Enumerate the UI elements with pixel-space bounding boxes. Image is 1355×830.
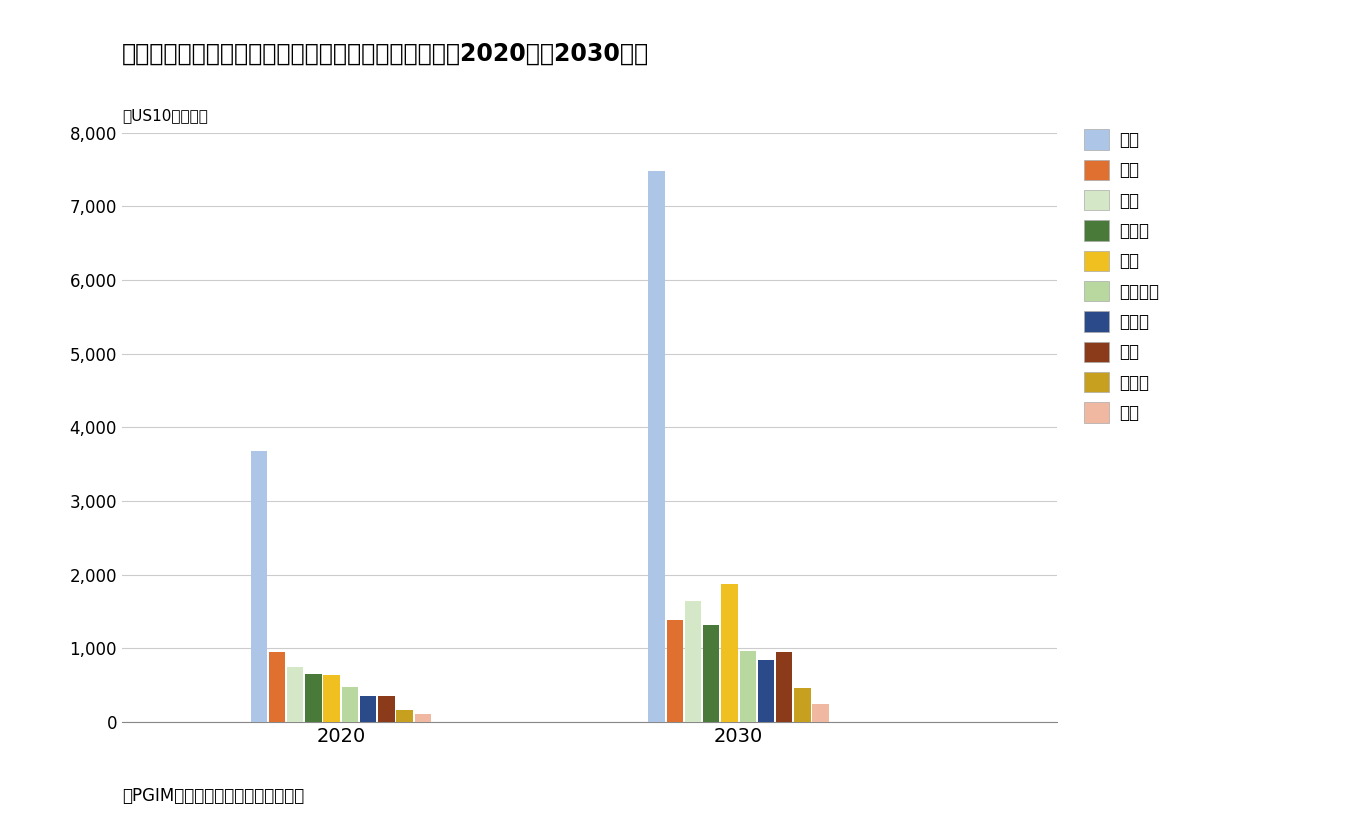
Bar xyxy=(287,666,304,722)
Bar xyxy=(667,621,683,722)
Legend: 米国, 日本, 英国, ドイツ, 中国, フランス, カナダ, 豪州, インド, 韓国: 米国, 日本, 英国, ドイツ, 中国, フランス, カナダ, 豪州, インド,… xyxy=(1084,129,1159,422)
Bar xyxy=(776,652,793,722)
Bar xyxy=(813,705,829,722)
Bar xyxy=(360,696,377,722)
Bar xyxy=(703,625,720,722)
Bar xyxy=(757,660,774,722)
Bar xyxy=(251,451,267,722)
Bar xyxy=(268,652,285,722)
Text: （PGIMのデータより筆者にて作成）: （PGIMのデータより筆者にて作成） xyxy=(122,787,305,805)
Text: （US10億ドル）: （US10億ドル） xyxy=(122,108,207,123)
Bar xyxy=(305,674,321,722)
Bar xyxy=(648,171,665,722)
Bar xyxy=(794,688,810,722)
Bar xyxy=(721,583,737,722)
Text: 図表３：各国内の機関投賄家の不動産保有額（国別、2020年・2030年）: 図表３：各国内の機関投賄家の不動産保有額（国別、2020年・2030年） xyxy=(122,42,649,66)
Bar xyxy=(415,714,431,722)
Bar xyxy=(684,601,702,722)
Bar xyxy=(378,696,394,722)
Bar xyxy=(324,675,340,722)
Bar xyxy=(341,686,358,722)
Bar xyxy=(740,652,756,722)
Bar xyxy=(397,710,413,722)
